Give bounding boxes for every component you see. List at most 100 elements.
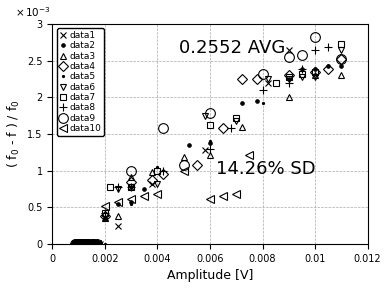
data10 <box>87 242 92 246</box>
data8 <box>260 88 265 92</box>
data10 <box>247 153 252 156</box>
data7 <box>129 185 134 189</box>
data2 <box>74 242 79 246</box>
data7 <box>87 242 92 246</box>
data10 <box>92 242 97 246</box>
data5 <box>80 242 85 246</box>
data6 <box>155 182 160 186</box>
data2 <box>78 242 82 246</box>
data6 <box>76 242 81 246</box>
data3 <box>286 96 291 99</box>
data10 <box>95 242 99 246</box>
data9 <box>313 35 317 39</box>
data9 <box>161 126 165 130</box>
Text: 0.2552 AVG: 0.2552 AVG <box>178 39 285 57</box>
data3 <box>208 153 212 156</box>
data1 <box>89 242 94 246</box>
data4 <box>80 242 85 246</box>
data4 <box>161 173 165 176</box>
data8 <box>75 242 80 246</box>
data3 <box>92 242 97 246</box>
data6 <box>116 187 120 191</box>
data4 <box>221 126 226 130</box>
data5 <box>129 202 134 206</box>
data5 <box>83 242 87 246</box>
data8 <box>78 242 82 246</box>
data8 <box>74 242 79 246</box>
data2 <box>326 65 330 68</box>
data1 <box>116 224 120 228</box>
data1 <box>76 242 81 246</box>
data1 <box>76 242 80 246</box>
data6 <box>75 242 80 246</box>
data7 <box>76 242 80 246</box>
data6 <box>234 119 239 122</box>
data2 <box>75 242 80 246</box>
data2 <box>80 242 85 246</box>
data3 <box>84 242 89 246</box>
data6 <box>95 242 99 246</box>
data6 <box>313 75 317 78</box>
data1 <box>265 81 270 84</box>
data10 <box>155 192 160 196</box>
data5 <box>72 242 77 246</box>
data2 <box>95 242 99 246</box>
data3 <box>78 242 82 246</box>
data1 <box>103 217 107 220</box>
data9 <box>87 242 92 246</box>
data4 <box>255 77 260 81</box>
data7 <box>74 242 79 246</box>
data6 <box>129 185 134 189</box>
data10 <box>82 242 86 246</box>
data4 <box>286 73 291 77</box>
data3 <box>95 242 99 246</box>
data6 <box>82 242 86 246</box>
data8 <box>286 81 291 84</box>
data3 <box>80 242 85 246</box>
data10 <box>84 242 89 246</box>
data9 <box>73 242 78 246</box>
data10 <box>73 242 78 246</box>
data7 <box>80 242 85 246</box>
data7 <box>286 75 291 78</box>
data2 <box>300 68 304 71</box>
data3 <box>82 242 86 246</box>
data9 <box>75 242 80 246</box>
data5 <box>74 242 79 246</box>
data1 <box>75 242 80 246</box>
data10 <box>221 195 226 198</box>
data7 <box>92 242 97 246</box>
data3 <box>72 242 77 246</box>
data6 <box>78 242 82 246</box>
data10 <box>80 242 85 246</box>
data3 <box>76 242 81 246</box>
data7 <box>95 242 99 246</box>
data10 <box>182 169 186 173</box>
data4 <box>75 242 80 246</box>
Text: 14.26% SD: 14.26% SD <box>216 160 316 179</box>
data6 <box>92 242 97 246</box>
data5 <box>92 242 97 246</box>
data10 <box>83 242 87 246</box>
data8 <box>73 242 78 246</box>
data4 <box>82 242 86 246</box>
data6 <box>89 242 94 246</box>
data2 <box>92 242 97 246</box>
data4 <box>72 242 77 246</box>
data8 <box>116 185 120 189</box>
data7 <box>339 43 344 46</box>
data7 <box>84 242 89 246</box>
data1 <box>80 242 85 246</box>
data9 <box>84 242 89 246</box>
data8 <box>76 242 80 246</box>
data2 <box>239 101 244 105</box>
data4 <box>83 242 87 246</box>
data9 <box>74 242 79 246</box>
data3 <box>74 242 79 246</box>
data4 <box>129 180 134 183</box>
data2 <box>339 65 344 68</box>
data8 <box>95 242 99 246</box>
data3 <box>76 242 80 246</box>
data7 <box>72 242 77 246</box>
data9 <box>72 242 77 246</box>
